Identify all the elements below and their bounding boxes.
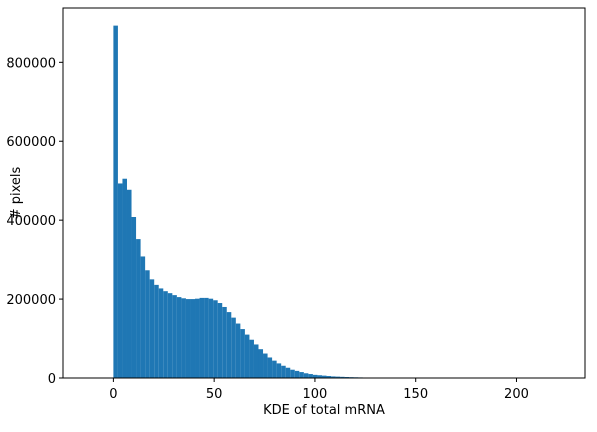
bar [222,306,227,378]
bar [249,339,254,378]
bar [117,183,123,378]
x-tick-label: 200 [504,387,529,402]
x-tick-label: 0 [109,387,117,402]
bar [340,376,345,378]
y-tick-label: 0 [48,372,56,387]
bar [272,360,277,378]
plot-frame [62,7,586,379]
bar [208,298,214,378]
bar [136,239,141,378]
bar [253,344,259,378]
bar [149,279,155,378]
bar [321,375,327,378]
bar [185,299,191,378]
bar [145,270,150,378]
bar [213,300,218,378]
bar [312,374,318,378]
bar [158,288,164,378]
bar [290,369,295,378]
bar [195,298,200,378]
y-axis-label: # pixels [9,166,24,219]
y-tick-label: 400000 [6,214,56,229]
bar [267,357,273,378]
bar [181,298,186,378]
x-tick-label: 100 [303,387,328,402]
y-tick-label: 800000 [6,56,56,71]
x-tick-label: 50 [206,387,223,402]
bar [122,178,127,378]
bar [276,363,282,378]
bar [217,303,223,378]
x-axis-label: KDE of total mRNA [263,403,385,418]
bar [331,376,336,378]
bar [167,293,173,378]
bar [258,349,264,378]
bar [317,375,322,378]
bar [140,256,146,378]
bar [240,329,245,378]
bar [326,376,332,378]
bar [154,284,159,378]
bar [226,312,232,378]
x-tick-label: 150 [403,387,428,402]
y-tick-label: 600000 [6,135,56,150]
bar [190,299,196,378]
bar [285,367,291,378]
bar [294,370,300,378]
bar [263,353,268,378]
bar [131,217,137,378]
bar [335,376,341,378]
bar [235,323,241,378]
bar [303,373,309,378]
bar [176,297,182,378]
bar [163,291,168,378]
bar [299,372,304,378]
bar [308,374,313,378]
bar [231,317,236,378]
bar [281,365,286,378]
bar [204,297,209,378]
bar [199,297,205,378]
bar [126,189,132,378]
bar [172,295,177,378]
y-tick-label: 200000 [6,293,56,308]
bar [113,25,118,378]
bar [244,334,250,378]
